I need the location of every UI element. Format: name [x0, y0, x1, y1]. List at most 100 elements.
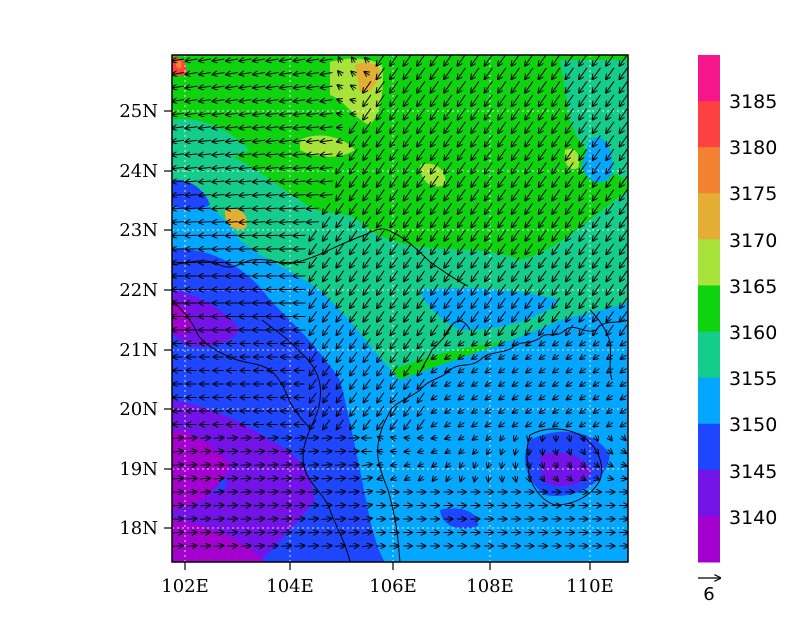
wind-arrow-icon	[608, 450, 613, 454]
wind-arrow-icon	[593, 229, 601, 241]
wind-arrow-icon	[471, 257, 480, 267]
wind-arrow-icon	[172, 127, 185, 128]
wind-arrow-icon	[512, 175, 520, 187]
wind-arrow-icon	[267, 100, 279, 102]
wind-arrow-icon	[417, 202, 426, 214]
wind-arrow-icon	[525, 202, 534, 214]
wind-arrow-icon	[213, 195, 225, 196]
wind-arrow-icon	[390, 67, 399, 79]
wind-arrow-icon	[309, 229, 318, 241]
wind-arrow-icon	[606, 148, 615, 160]
wind-arrow-icon	[391, 405, 398, 416]
wind-arrow-icon	[309, 311, 318, 321]
wind-arrow-icon	[213, 438, 224, 439]
wind-arrow-icon	[323, 270, 331, 281]
wind-arrow-icon	[431, 202, 439, 214]
wind-arrow-icon	[226, 100, 238, 102]
wind-arrow-icon	[172, 100, 184, 102]
wind-arrow-icon	[350, 338, 358, 349]
wind-arrow-icon	[365, 58, 369, 62]
wind-arrow-icon	[280, 532, 291, 533]
wind-arrow-icon	[186, 59, 198, 61]
wind-arrow-icon	[240, 465, 251, 466]
lon-label: 110E	[566, 576, 614, 597]
wind-arrow-icon	[253, 492, 264, 493]
wind-arrow-icon	[226, 532, 237, 533]
wind-arrow-icon	[459, 342, 465, 346]
wind-arrow-icon	[186, 451, 197, 452]
wind-arrow-icon	[213, 505, 224, 506]
wind-arrow-icon	[172, 492, 183, 493]
wind-arrow-icon	[566, 135, 574, 147]
wind-arrow-icon	[526, 396, 533, 400]
wind-arrow-icon	[199, 438, 210, 439]
wind-arrow-icon	[579, 284, 588, 294]
wind-arrow-icon	[471, 135, 480, 147]
wind-arrow-icon	[363, 148, 372, 160]
wind-arrow-icon	[186, 140, 198, 141]
wind-arrow-icon	[334, 546, 345, 547]
wind-arrow-icon	[294, 181, 306, 182]
wind-arrow-icon	[512, 189, 520, 201]
wind-arrow-icon	[593, 55, 601, 65]
wind-arrow-icon	[513, 355, 519, 359]
wind-arrow-icon	[471, 297, 480, 308]
wind-arrow-icon	[334, 519, 345, 520]
wind-arrow-icon	[334, 478, 345, 479]
wind-arrow-icon	[213, 100, 225, 102]
wind-arrow-icon	[580, 324, 587, 335]
wind-arrow-icon	[554, 476, 558, 481]
wind-arrow-icon	[404, 67, 412, 79]
wind-arrow-icon	[307, 532, 318, 533]
wind-arrow-icon	[294, 167, 306, 168]
wind-arrow-icon	[240, 235, 252, 236]
wind-arrow-icon	[213, 519, 224, 520]
wind-arrow-icon	[594, 463, 599, 467]
wind-arrow-icon	[377, 324, 385, 335]
wind-arrow-icon	[620, 311, 628, 321]
wind-arrow-icon	[351, 100, 357, 102]
wind-arrow-icon	[213, 59, 225, 61]
wind-arrow-icon	[485, 189, 493, 201]
wind-arrow-icon	[339, 57, 342, 62]
wind-arrow-icon	[512, 257, 520, 267]
wind-arrow-icon	[321, 451, 332, 452]
wind-arrow-icon	[364, 392, 371, 403]
wind-arrow-icon	[539, 270, 547, 281]
wind-arrow-icon	[350, 392, 358, 403]
wind-arrow-icon	[552, 55, 561, 65]
wind-arrow-icon	[199, 519, 210, 520]
wind-arrow-icon	[418, 451, 425, 453]
geopotential-height-field	[172, 55, 628, 562]
wind-arrow-icon	[199, 59, 211, 61]
wind-arrow-icon	[321, 127, 333, 128]
wind-arrow-icon	[307, 478, 318, 479]
wind-arrow-icon	[391, 378, 398, 389]
wind-arrow-icon	[582, 434, 584, 441]
wind-arrow-icon	[350, 311, 358, 321]
wind-arrow-icon	[485, 297, 493, 308]
wind-arrow-icon	[552, 81, 561, 92]
wind-arrow-icon	[579, 202, 588, 214]
wind-arrow-icon	[472, 409, 479, 413]
wind-arrow-icon	[377, 67, 385, 79]
wind-arrow-icon	[485, 270, 493, 281]
wind-arrow-icon	[512, 94, 520, 106]
wind-arrow-icon	[323, 202, 331, 214]
wind-arrow-icon	[593, 121, 601, 133]
wind-arrow-icon	[390, 148, 399, 160]
wind-arrow-icon	[377, 270, 385, 281]
wind-arrow-icon	[458, 270, 466, 281]
wind-arrow-icon	[199, 532, 210, 533]
wind-arrow-icon	[579, 175, 588, 187]
wind-arrow-icon	[226, 478, 237, 479]
wind-arrow-icon	[337, 338, 344, 349]
wind-arrow-icon	[498, 175, 507, 187]
wind-arrow-icon	[539, 189, 547, 201]
wind-arrow-icon	[377, 108, 385, 119]
wind-arrow-icon	[444, 81, 453, 92]
wind-arrow-icon	[459, 369, 465, 373]
wind-arrow-icon	[364, 405, 371, 416]
wind-arrow-icon	[337, 405, 344, 416]
wind-arrow-icon	[445, 342, 452, 346]
